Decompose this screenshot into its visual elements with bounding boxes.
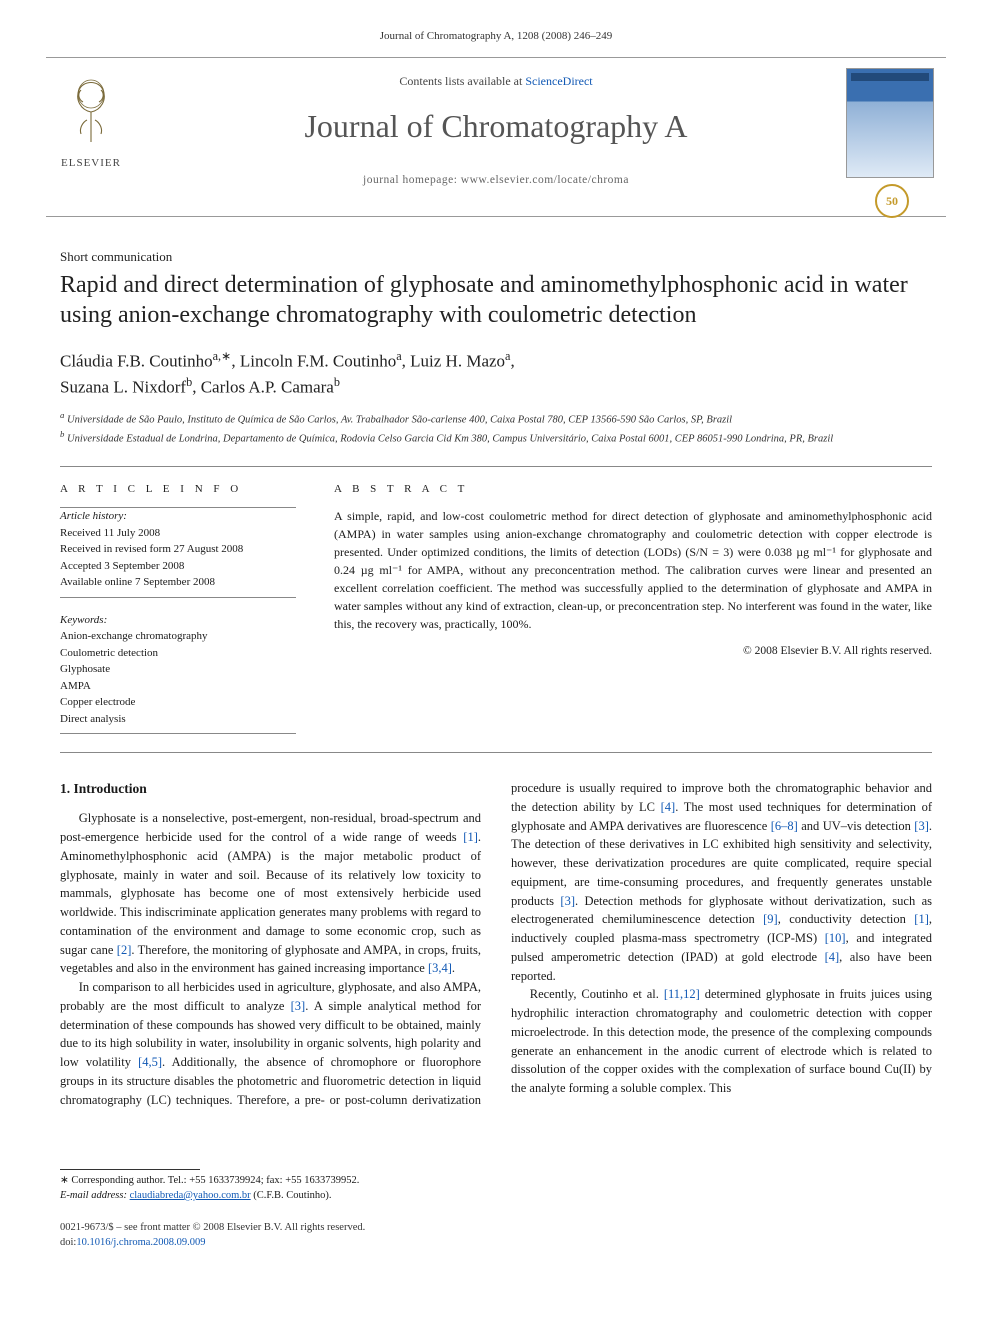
author-aff: a,∗ xyxy=(213,349,232,363)
elsevier-tree-icon xyxy=(60,72,122,148)
footnotes: ∗ Corresponding author. Tel.: +55 163373… xyxy=(60,1174,932,1203)
citation-link[interactable]: [11,12] xyxy=(664,987,700,1001)
text-run: Glyphosate is a nonselective, post-emerg… xyxy=(60,811,481,844)
history-line: Received 11 July 2008 xyxy=(60,525,296,542)
abstract: A B S T R A C T A simple, rapid, and low… xyxy=(334,467,932,735)
citation-link[interactable]: [10] xyxy=(825,931,846,945)
corresponding-author: ∗ Corresponding author. Tel.: +55 163373… xyxy=(60,1174,932,1189)
section-heading: 1. Introduction xyxy=(60,779,481,799)
homepage-prefix: journal homepage: xyxy=(363,174,461,186)
author-aff: a xyxy=(505,349,510,363)
email-who: (C.F.B. Coutinho). xyxy=(251,1190,332,1201)
masthead: ELSEVIER 50 Contents lists available at … xyxy=(46,57,946,217)
journal-name: Journal of Chromatography A xyxy=(46,102,946,150)
keyword: Direct analysis xyxy=(60,711,296,728)
history-line: Available online 7 September 2008 xyxy=(60,574,296,591)
doi-prefix: doi: xyxy=(60,1237,76,1248)
citation-link[interactable]: [3] xyxy=(914,819,929,833)
author-aff: b xyxy=(334,375,340,389)
anniversary-badge: 50 xyxy=(875,184,909,218)
homepage-url: www.elsevier.com/locate/chroma xyxy=(461,174,629,186)
contents-line: Contents lists available at ScienceDirec… xyxy=(46,72,946,90)
citation-link[interactable]: [2] xyxy=(117,943,132,957)
history-label: Article history: xyxy=(60,508,296,525)
citation-link[interactable]: [1] xyxy=(914,912,929,926)
author: Suzana L. Nixdorf xyxy=(60,377,186,396)
citation-link[interactable]: [3] xyxy=(291,999,306,1013)
paragraph: Recently, Coutinho et al. [11,12] determ… xyxy=(511,985,932,1098)
info-label: A R T I C L E I N F O xyxy=(60,481,296,498)
divider xyxy=(60,752,932,753)
issn-line: 0021-9673/$ – see front matter © 2008 El… xyxy=(60,1220,365,1236)
keyword: Anion-exchange chromatography xyxy=(60,628,296,645)
keyword: Glyphosate xyxy=(60,661,296,678)
affiliation-b: Universidade Estadual de Londrina, Depar… xyxy=(67,434,833,445)
footnote-rule xyxy=(60,1169,200,1170)
publisher-label: ELSEVIER xyxy=(54,155,128,172)
history-line: Received in revised form 27 August 2008 xyxy=(60,541,296,558)
author: Carlos A.P. Camara xyxy=(201,377,334,396)
text-run: . Aminomethylphosphonic acid (AMPA) is t… xyxy=(60,830,481,957)
author-aff: a xyxy=(396,349,401,363)
affiliation-a: Universidade de São Paulo, Instituto de … xyxy=(67,415,732,426)
body-text: 1. Introduction Glyphosate is a nonselec… xyxy=(60,779,932,1109)
citation-link[interactable]: [9] xyxy=(763,912,778,926)
author-aff: b xyxy=(186,375,192,389)
citation-link[interactable]: [3] xyxy=(560,894,575,908)
text-run: Recently, Coutinho et al. xyxy=(530,987,664,1001)
article-title: Rapid and direct determination of glypho… xyxy=(60,270,932,330)
journal-cover: 50 xyxy=(846,68,938,218)
contents-prefix: Contents lists available at xyxy=(399,74,525,88)
email-label: E-mail address: xyxy=(60,1190,130,1201)
article-type: Short communication xyxy=(60,247,932,267)
affiliations: a Universidade de São Paulo, Instituto d… xyxy=(60,409,932,447)
keyword: AMPA xyxy=(60,678,296,695)
citation-link[interactable]: [4,5] xyxy=(138,1055,162,1069)
text-run: . xyxy=(452,961,455,975)
email-link[interactable]: claudiabreda@yahoo.com.br xyxy=(130,1190,251,1201)
running-head: Journal of Chromatography A, 1208 (2008)… xyxy=(0,0,992,57)
keyword: Coulometric detection xyxy=(60,645,296,662)
keyword: Copper electrode xyxy=(60,694,296,711)
homepage-line: journal homepage: www.elsevier.com/locat… xyxy=(46,172,946,189)
citation-link[interactable]: [6–8] xyxy=(771,819,798,833)
author-list: Cláudia F.B. Coutinhoa,∗, Lincoln F.M. C… xyxy=(60,348,932,399)
author: Lincoln F.M. Coutinho xyxy=(240,352,396,371)
history-line: Accepted 3 September 2008 xyxy=(60,558,296,575)
doi-link[interactable]: 10.1016/j.chroma.2008.09.009 xyxy=(76,1237,205,1248)
abstract-label: A B S T R A C T xyxy=(334,481,932,498)
author: Cláudia F.B. Coutinho xyxy=(60,352,213,371)
divider xyxy=(60,733,296,734)
publisher-logo: ELSEVIER xyxy=(54,72,128,172)
citation-link[interactable]: [1] xyxy=(463,830,478,844)
article-info: A R T I C L E I N F O Article history: R… xyxy=(60,467,296,735)
page-footer: 0021-9673/$ – see front matter © 2008 El… xyxy=(60,1220,932,1252)
paragraph: Glyphosate is a nonselective, post-emerg… xyxy=(60,809,481,978)
text-run: and UV–vis detection xyxy=(798,819,915,833)
citation-link[interactable]: [4] xyxy=(661,800,676,814)
keywords-label: Keywords: xyxy=(60,612,296,629)
sciencedirect-link[interactable]: ScienceDirect xyxy=(525,74,592,88)
divider xyxy=(60,597,296,598)
citation-link[interactable]: [4] xyxy=(825,950,840,964)
text-run: , conductivity detection xyxy=(778,912,915,926)
citation-link[interactable]: [3,4] xyxy=(428,961,452,975)
copyright: © 2008 Elsevier B.V. All rights reserved… xyxy=(334,643,932,660)
abstract-text: A simple, rapid, and low-cost coulometri… xyxy=(334,507,932,633)
text-run: determined glyphosate in fruits juices u… xyxy=(511,987,932,1095)
author: Luiz H. Mazo xyxy=(410,352,505,371)
